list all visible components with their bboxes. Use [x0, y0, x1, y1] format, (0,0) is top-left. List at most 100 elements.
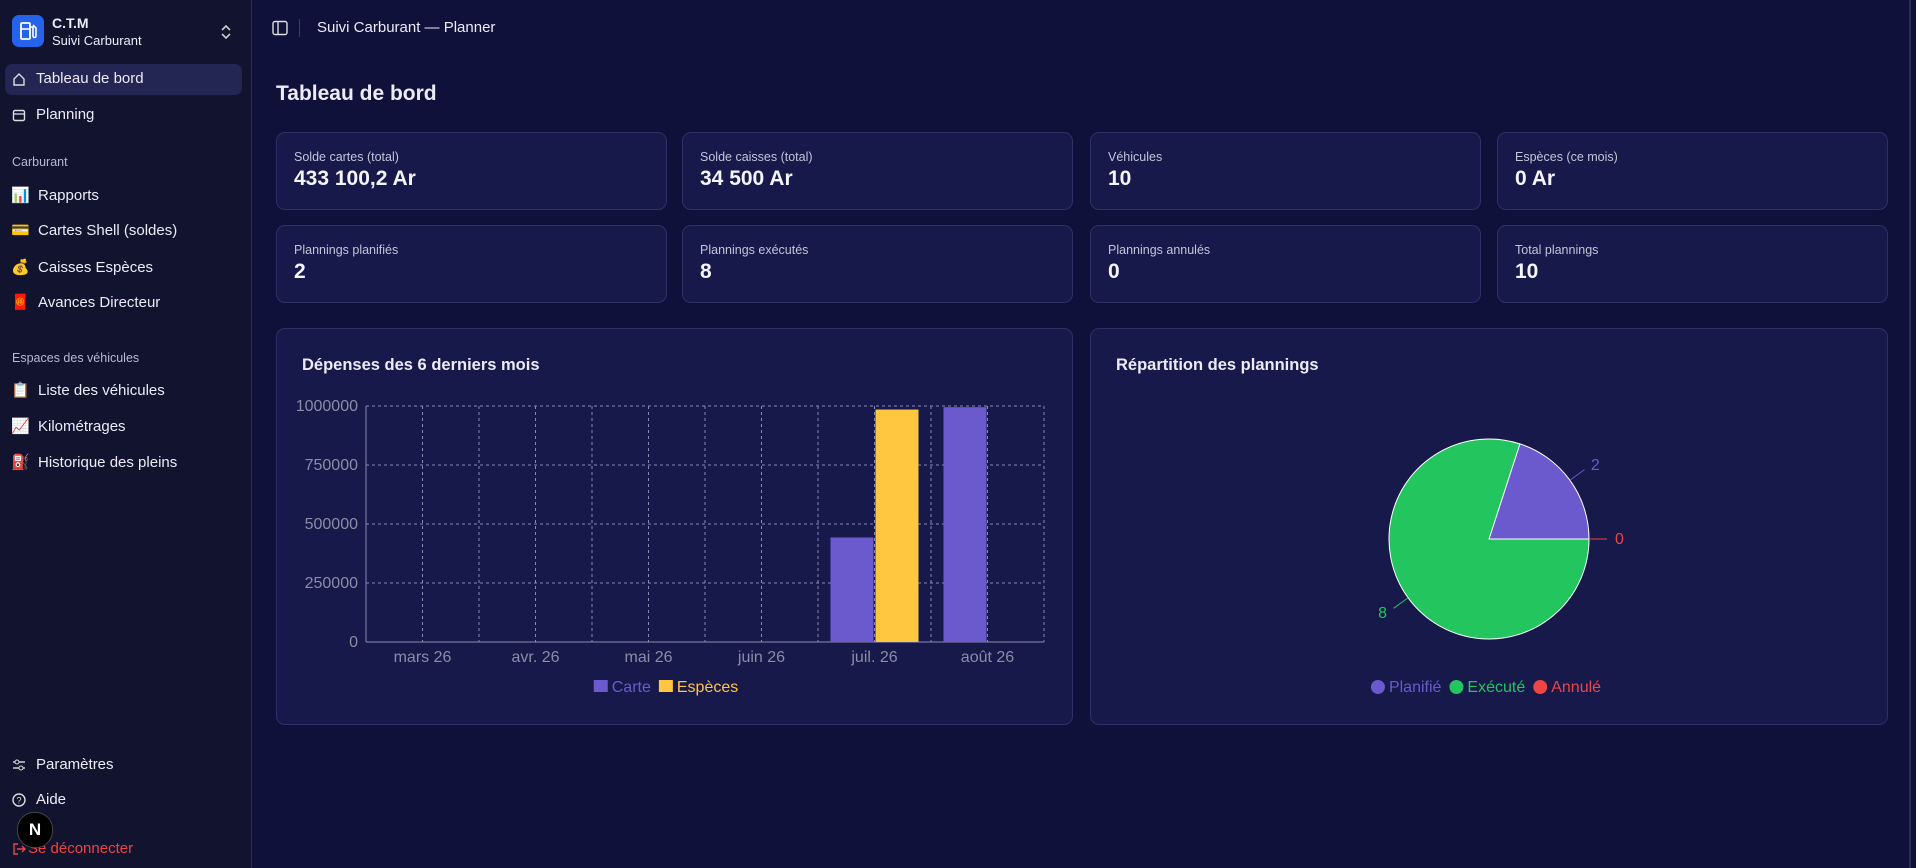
svg-text:?: ?: [16, 796, 21, 806]
stat-card: Total plannings 10: [1497, 225, 1888, 303]
main-area: Suivi Carburant — Planner Tableau de bord…: [252, 0, 1911, 868]
nav-icon: [13, 759, 25, 771]
data-label: 0: [1615, 531, 1624, 548]
switcher-icon: [221, 24, 231, 40]
legend: Carte Espèces: [593, 679, 738, 696]
data-label: 2: [1591, 457, 1600, 474]
nav-emoji: 📋: [11, 382, 30, 399]
chart: 2 8 0 Planifié Exécuté Annulé: [1370, 438, 1624, 696]
x-tick-label: juin 26: [737, 649, 785, 666]
legend-label: Espèces: [677, 679, 738, 696]
sidebar: C.T.M Suivi Carburant Tableau de bord Plann…: [0, 0, 252, 868]
legend-label: Exécuté: [1467, 679, 1525, 696]
stat-label: Plannings exécutés: [700, 243, 809, 257]
bar: [875, 409, 919, 642]
nav-section-title: Carburant: [12, 155, 68, 169]
nav-icon: ?: [12, 793, 26, 807]
brand-logo: [12, 15, 44, 47]
stat-value: 10: [1515, 260, 1539, 283]
nav-item[interactable]: Avances Directeur: [38, 294, 161, 311]
page-title: Tableau de bord: [276, 82, 437, 105]
brand-name: C.T.M: [52, 15, 89, 31]
nav-item[interactable]: Se déconnecter: [28, 840, 134, 857]
x-tick-label: juil. 26: [850, 649, 897, 666]
legend: Planifié Exécuté Annulé: [1370, 679, 1601, 696]
nav-item[interactable]: Caisses Espèces: [38, 259, 154, 276]
header-divider: [299, 19, 300, 37]
stat-label: Total plannings: [1515, 243, 1599, 257]
nav-icon: [13, 843, 26, 855]
bar: [943, 407, 987, 642]
stat-value: 10: [1108, 167, 1132, 190]
nav-active-bg: [5, 64, 242, 95]
nav-item[interactable]: Cartes Shell (soldes): [38, 222, 178, 239]
y-tick-label: 1000000: [296, 398, 358, 415]
stat-value: 2: [294, 260, 306, 283]
stat-value: 433 100,2 Ar: [294, 167, 416, 190]
legend-label: Planifié: [1389, 679, 1442, 696]
nav-emoji: 📈: [11, 418, 30, 435]
stat-label: Espèces (ce mois): [1515, 150, 1618, 164]
stat-card: Plannings exécutés 8: [682, 225, 1073, 303]
nav-item[interactable]: Aide: [36, 791, 67, 808]
chart-card: Répartition des plannings 2 8 0 Planifié Exéc…: [1090, 328, 1888, 725]
nav-item[interactable]: Planning: [36, 106, 95, 123]
stat-label: Solde caisses (total): [700, 150, 813, 164]
nav-item[interactable]: Kilométrages: [38, 418, 126, 435]
x-tick-label: avr. 26: [511, 649, 559, 666]
legend-swatch: [658, 680, 673, 692]
x-tick-label: août 26: [961, 649, 1014, 666]
nav-icon: [13, 73, 25, 86]
y-tick-label: 500000: [305, 516, 358, 533]
stat-value: 8: [700, 260, 712, 283]
legend-swatch: [1370, 680, 1385, 694]
x-tick-label: mars 26: [394, 649, 452, 666]
nav-emoji: 💳: [11, 222, 30, 239]
chart-card: Dépenses des 6 derniers mois 0 250000 50000…: [276, 328, 1073, 725]
legend-swatch: [1449, 680, 1464, 694]
label-line: [1569, 469, 1585, 481]
stat-card: Plannings planifiés 2: [276, 225, 667, 303]
stat-card: Solde cartes (total) 433 100,2 Ar: [276, 132, 667, 210]
nav-item[interactable]: Paramètres: [36, 756, 114, 773]
x-tick-label: mai 26: [624, 649, 672, 666]
dev-badge: N: [17, 812, 53, 848]
stat-value: 34 500 Ar: [700, 167, 793, 190]
nav-item[interactable]: Rapports: [38, 187, 99, 204]
stat-card: Solde caisses (total) 34 500 Ar: [682, 132, 1073, 210]
stat-value: 0 Ar: [1515, 167, 1556, 190]
legend-label: Annulé: [1551, 679, 1601, 696]
stat-card: Véhicules 10: [1090, 132, 1481, 210]
chart-title: Répartition des plannings: [1116, 356, 1319, 374]
nav-emoji: ⛽: [11, 454, 30, 471]
stat-value: 0: [1108, 260, 1120, 283]
stat-card: Plannings annulés 0: [1090, 225, 1481, 303]
nav-item[interactable]: Liste des véhicules: [38, 382, 165, 399]
data-label: 8: [1378, 605, 1387, 622]
nav-emoji: 🧧: [11, 294, 30, 311]
stat-label: Véhicules: [1108, 150, 1163, 164]
brand-subtitle: Suivi Carburant: [52, 33, 142, 48]
chart: 0 250000 500000 750000 1000000 mars 26 avr. 26…: [296, 398, 1045, 696]
legend-swatch: [593, 680, 608, 692]
legend-label: Carte: [612, 679, 651, 696]
chart-title: Dépenses des 6 derniers mois: [302, 356, 540, 374]
y-tick-label: 0: [349, 634, 358, 651]
y-tick-label: 250000: [305, 575, 358, 592]
stat-label: Plannings planifiés: [294, 243, 399, 257]
nav-icon: [12, 109, 26, 122]
nav-emoji: 💰: [11, 259, 30, 276]
y-tick-label: 750000: [305, 457, 358, 474]
stat-label: Plannings annulés: [1108, 243, 1211, 257]
nav-item[interactable]: Historique des pleins: [38, 454, 178, 471]
nav-item[interactable]: Tableau de bord: [36, 70, 144, 87]
stat-card: Espèces (ce mois) 0 Ar: [1497, 132, 1888, 210]
label-line: [1393, 597, 1409, 609]
bar: [830, 537, 874, 642]
nav-emoji: 📊: [11, 187, 30, 204]
legend-swatch: [1533, 680, 1548, 694]
breadcrumb: Suivi Carburant — Planner: [317, 19, 496, 36]
sidebar-toggle: [272, 20, 288, 36]
stat-label: Solde cartes (total): [294, 150, 399, 164]
